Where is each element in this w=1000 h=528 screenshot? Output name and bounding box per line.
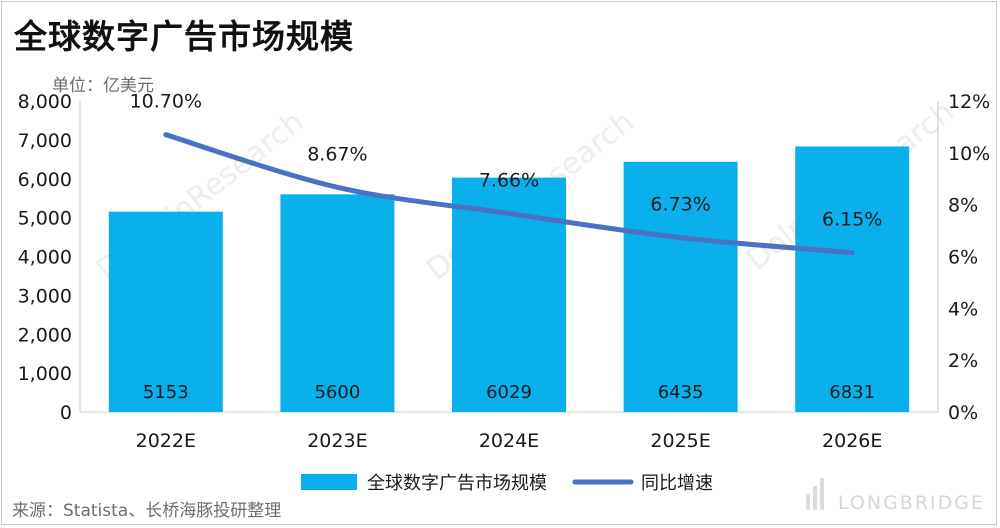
bar-value-label: 6831 bbox=[829, 382, 875, 403]
y-left-tick-label: 6,000 bbox=[18, 169, 72, 191]
growth-value-label: 6.73% bbox=[650, 194, 710, 216]
x-tick-label: 2022E bbox=[136, 430, 196, 452]
growth-value-label: 10.70% bbox=[130, 91, 202, 113]
y-left-tick-label: 4,000 bbox=[18, 247, 72, 269]
brand-name: LONGBRIDGE bbox=[838, 492, 985, 514]
x-tick-label: 2026E bbox=[822, 430, 882, 452]
chart-title: 全球数字广告市场规模 bbox=[14, 17, 354, 56]
growth-line-series bbox=[163, 132, 855, 256]
y-left-tick-label: 8,000 bbox=[18, 91, 72, 113]
y-right-tick-label: 0% bbox=[948, 402, 978, 424]
y-left-tick-label: 0 bbox=[60, 402, 72, 424]
y-left-tick-label: 5,000 bbox=[18, 208, 72, 230]
y-right-tick-label: 12% bbox=[948, 91, 990, 113]
y-left-tick-label: 3,000 bbox=[18, 285, 72, 307]
bar bbox=[280, 194, 395, 412]
bar bbox=[795, 146, 910, 412]
y-left-tick-label: 2,000 bbox=[18, 324, 72, 346]
y-right-tick-label: 8% bbox=[948, 195, 978, 217]
y-right-tick-label: 10% bbox=[948, 143, 990, 165]
x-tick-label: 2025E bbox=[650, 430, 710, 452]
x-tick-label: 2023E bbox=[307, 430, 367, 452]
y-right-tick-label: 4% bbox=[948, 298, 978, 320]
y-right-tick-label: 6% bbox=[948, 247, 978, 269]
source-note: 来源：Statista、长桥海豚投研整理 bbox=[12, 501, 282, 521]
growth-value-label: 8.67% bbox=[307, 143, 367, 165]
unit-label: 单位：亿美元 bbox=[52, 76, 154, 96]
growth-value-label: 6.15% bbox=[822, 209, 882, 231]
legend-label-line: 同比增速 bbox=[641, 473, 713, 494]
bar-value-label: 6435 bbox=[658, 382, 704, 403]
bar-value-label: 5153 bbox=[143, 382, 189, 403]
bar-value-label: 5600 bbox=[314, 382, 360, 403]
legend-label-bar: 全球数字广告市场规模 bbox=[367, 473, 547, 494]
legend-swatch-bar bbox=[301, 474, 357, 490]
y-left-tick-label: 7,000 bbox=[18, 130, 72, 152]
growth-value-label: 7.66% bbox=[479, 169, 539, 191]
x-tick-label: 2024E bbox=[479, 430, 539, 452]
bar-value-label: 6029 bbox=[486, 382, 532, 403]
y-right-tick-label: 2% bbox=[948, 350, 978, 372]
y-left-tick-label: 1,000 bbox=[18, 363, 72, 385]
bar bbox=[623, 161, 738, 412]
longbridge-logo-icon bbox=[804, 476, 830, 512]
bar bbox=[108, 211, 223, 412]
